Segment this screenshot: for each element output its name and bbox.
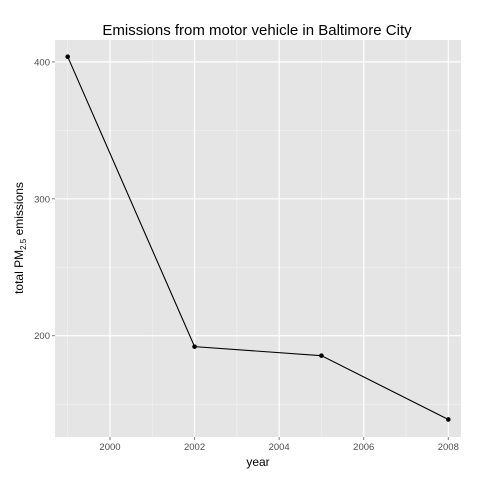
- x-tick-label: 2008: [438, 442, 459, 453]
- data-points: [65, 54, 451, 422]
- data-point: [192, 344, 197, 349]
- data-point: [319, 353, 324, 358]
- y-axis: 200 300 400: [34, 57, 55, 342]
- y-axis-title: total PM2.5 emissions: [12, 182, 28, 294]
- series-line: [67, 56, 449, 420]
- y-axis-title-subscript: 2.5: [19, 238, 28, 250]
- plot-panel: [55, 40, 461, 437]
- y-tick-label: 400: [34, 57, 50, 68]
- chart-title: Emissions from motor vehicle in Baltimor…: [102, 22, 412, 39]
- y-tick-label: 200: [34, 331, 50, 342]
- minor-gridlines: [55, 40, 461, 437]
- x-tick-label: 2002: [184, 442, 205, 453]
- series-lines: [67, 56, 449, 420]
- x-tick-label: 2006: [353, 442, 374, 453]
- y-axis-title-prefix: total PM: [12, 250, 26, 294]
- major-gridlines: [55, 40, 461, 437]
- data-point: [65, 54, 70, 60]
- x-axis-title: year: [246, 455, 269, 469]
- y-axis-title-suffix: emissions: [12, 182, 26, 239]
- y-tick-label: 300: [34, 194, 50, 205]
- x-tick-label: 2004: [269, 442, 290, 453]
- data-point: [446, 417, 451, 422]
- x-axis: 2000 2002 2004 2006 2008: [99, 437, 459, 453]
- x-tick-label: 2000: [99, 442, 120, 453]
